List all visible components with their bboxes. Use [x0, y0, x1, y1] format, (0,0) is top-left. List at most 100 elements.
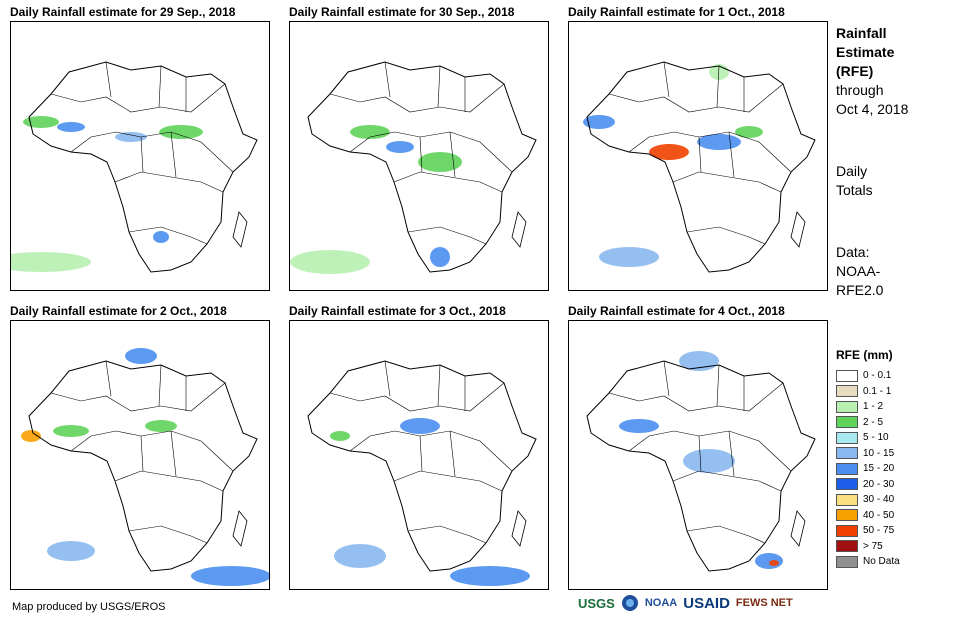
country-border [329, 83, 505, 113]
madagascar-outline [511, 211, 527, 248]
legend-label: 0.1 - 1 [863, 385, 892, 397]
legend-swatch [836, 462, 858, 475]
rain-area [290, 250, 370, 274]
data-line-3: RFE2.0 [836, 282, 884, 298]
legend-swatch [836, 400, 858, 413]
rain-area [47, 541, 95, 561]
rain-area [769, 560, 779, 566]
africa-coastline [307, 61, 537, 273]
madagascar-outline [232, 211, 248, 248]
legend-swatch [836, 447, 858, 460]
legend-item: 0 - 0.1 [836, 368, 900, 384]
legend-label: 1 - 2 [863, 401, 884, 413]
rainfall-map-3 [568, 21, 828, 291]
noaa-logo-icon [621, 595, 638, 611]
rain-area [153, 231, 169, 243]
country-border [686, 226, 766, 245]
panel-title-6: Daily Rainfall estimate for 4 Oct., 2018 [568, 304, 785, 318]
country-border [50, 382, 226, 412]
noaa-logo: NOAA [644, 597, 678, 609]
legend-label: 50 - 75 [863, 525, 895, 537]
data-line-1: Data: [836, 244, 870, 260]
credit-text: Map produced by USGS/EROS [12, 601, 166, 613]
rain-area [386, 141, 414, 153]
legend-swatch [836, 478, 858, 491]
rain-area [619, 419, 659, 433]
rainfall-map-1 [10, 21, 270, 291]
country-border [114, 470, 224, 492]
country-border [349, 430, 513, 472]
totals-line-1: Daily [836, 163, 868, 179]
country-border [686, 525, 766, 544]
rain-area [159, 125, 203, 139]
country-border [70, 131, 234, 173]
legend-title: RFE (mm) [836, 348, 893, 362]
rain-area [649, 144, 689, 160]
legend-label: 20 - 30 [863, 478, 895, 490]
country-border [407, 226, 487, 245]
rain-area [57, 122, 85, 132]
panel-title-5: Daily Rainfall estimate for 3 Oct., 2018 [289, 304, 506, 318]
madagascar-outline [232, 510, 248, 547]
panel-title-4: Daily Rainfall estimate for 2 Oct., 2018 [10, 304, 227, 318]
rain-area [755, 553, 783, 569]
legend-item: 15 - 20 [836, 461, 900, 477]
legend-swatch [836, 493, 858, 506]
heading-line-2: Estimate [836, 44, 895, 60]
rain-area [125, 348, 157, 364]
rainfall-map-6 [568, 320, 828, 590]
usaid-logo: USAID [683, 594, 730, 612]
country-border [114, 171, 224, 193]
rain-area [430, 247, 450, 267]
rain-area [599, 247, 659, 267]
legend-swatch [836, 369, 858, 382]
africa-coastline [28, 360, 258, 572]
country-border [672, 171, 782, 193]
madagascar-outline [511, 510, 527, 547]
sidebar-totals: Daily Totals [836, 162, 873, 200]
madagascar-outline [790, 510, 806, 547]
rain-area [450, 566, 530, 586]
rain-area [350, 125, 390, 139]
sidebar-data-source: Data: NOAA- RFE2.0 [836, 243, 883, 300]
rain-area [11, 252, 91, 272]
rain-area [191, 566, 269, 586]
country-border [384, 61, 466, 178]
totals-line-2: Totals [836, 182, 873, 198]
through-line-1: through [836, 82, 884, 98]
legend-item: 40 - 50 [836, 508, 900, 524]
country-border [663, 61, 745, 178]
country-border [128, 525, 208, 544]
rain-area [145, 420, 177, 432]
legend: 0 - 0.1 0.1 - 1 1 - 2 2 - 5 5 - 10 10 - 15 15 … [836, 368, 900, 570]
panel-title-1: Daily Rainfall estimate for 29 Sep., 201… [10, 5, 236, 19]
legend-item: No Data [836, 554, 900, 570]
legend-item: 30 - 40 [836, 492, 900, 508]
legend-label: 40 - 50 [863, 509, 895, 521]
rain-area [334, 544, 386, 568]
legend-item: 1 - 2 [836, 399, 900, 415]
country-border [393, 470, 503, 492]
legend-item: 20 - 30 [836, 477, 900, 493]
legend-swatch [836, 416, 858, 429]
legend-swatch [836, 509, 858, 522]
africa-coastline [28, 61, 258, 273]
legend-label: 10 - 15 [863, 447, 895, 459]
rain-area [21, 430, 41, 442]
legend-swatch [836, 431, 858, 444]
country-border [50, 83, 226, 113]
rainfall-map-5 [289, 320, 549, 590]
rain-area [115, 132, 147, 142]
legend-swatch [836, 385, 858, 398]
madagascar-outline [790, 211, 806, 248]
legend-label: 2 - 5 [863, 416, 884, 428]
logo-strip: USGS NOAA USAID FEWS NET [578, 594, 793, 612]
legend-item: 10 - 15 [836, 446, 900, 462]
country-border [407, 525, 487, 544]
legend-swatch [836, 524, 858, 537]
rain-area [330, 431, 350, 441]
africa-coastline [307, 360, 537, 572]
legend-item: 50 - 75 [836, 523, 900, 539]
rain-area [697, 134, 741, 150]
country-border [384, 360, 466, 477]
